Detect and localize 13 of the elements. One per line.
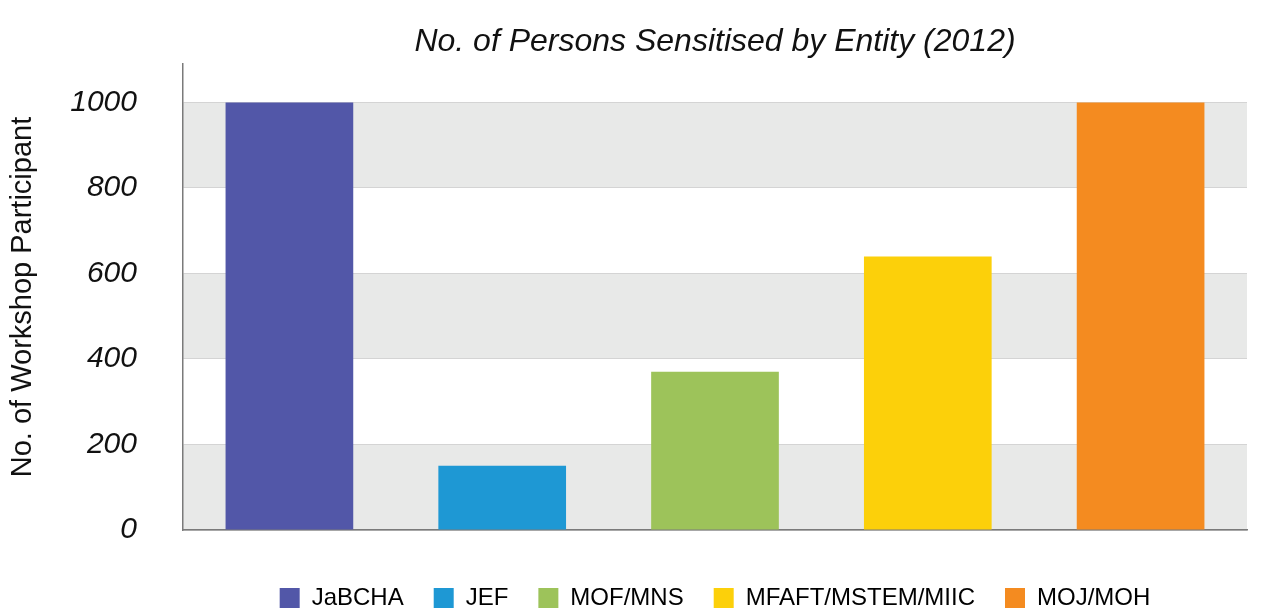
chart-title: No. of Persons Sensitised by Entity (2012) — [414, 21, 1016, 58]
y-tick-label: 800 — [86, 169, 138, 203]
legend-label: MOJ/MOH — [1037, 582, 1151, 610]
legend-label: JaBCHA — [311, 582, 404, 610]
legend-label: MOF/MNS — [570, 582, 684, 610]
y-tick-label: 600 — [86, 254, 138, 288]
y-tick-label: 200 — [85, 425, 138, 459]
legend-label: MFAFT/MSTEM/MIIC — [745, 582, 975, 610]
y-axis-title: No. of Workshop Participant — [5, 116, 38, 478]
y-tick-label: 400 — [86, 340, 138, 374]
y-tick-label: 0 — [120, 511, 138, 545]
legend-label: JEF — [465, 582, 509, 610]
y-tick-label: 1000 — [70, 83, 138, 117]
